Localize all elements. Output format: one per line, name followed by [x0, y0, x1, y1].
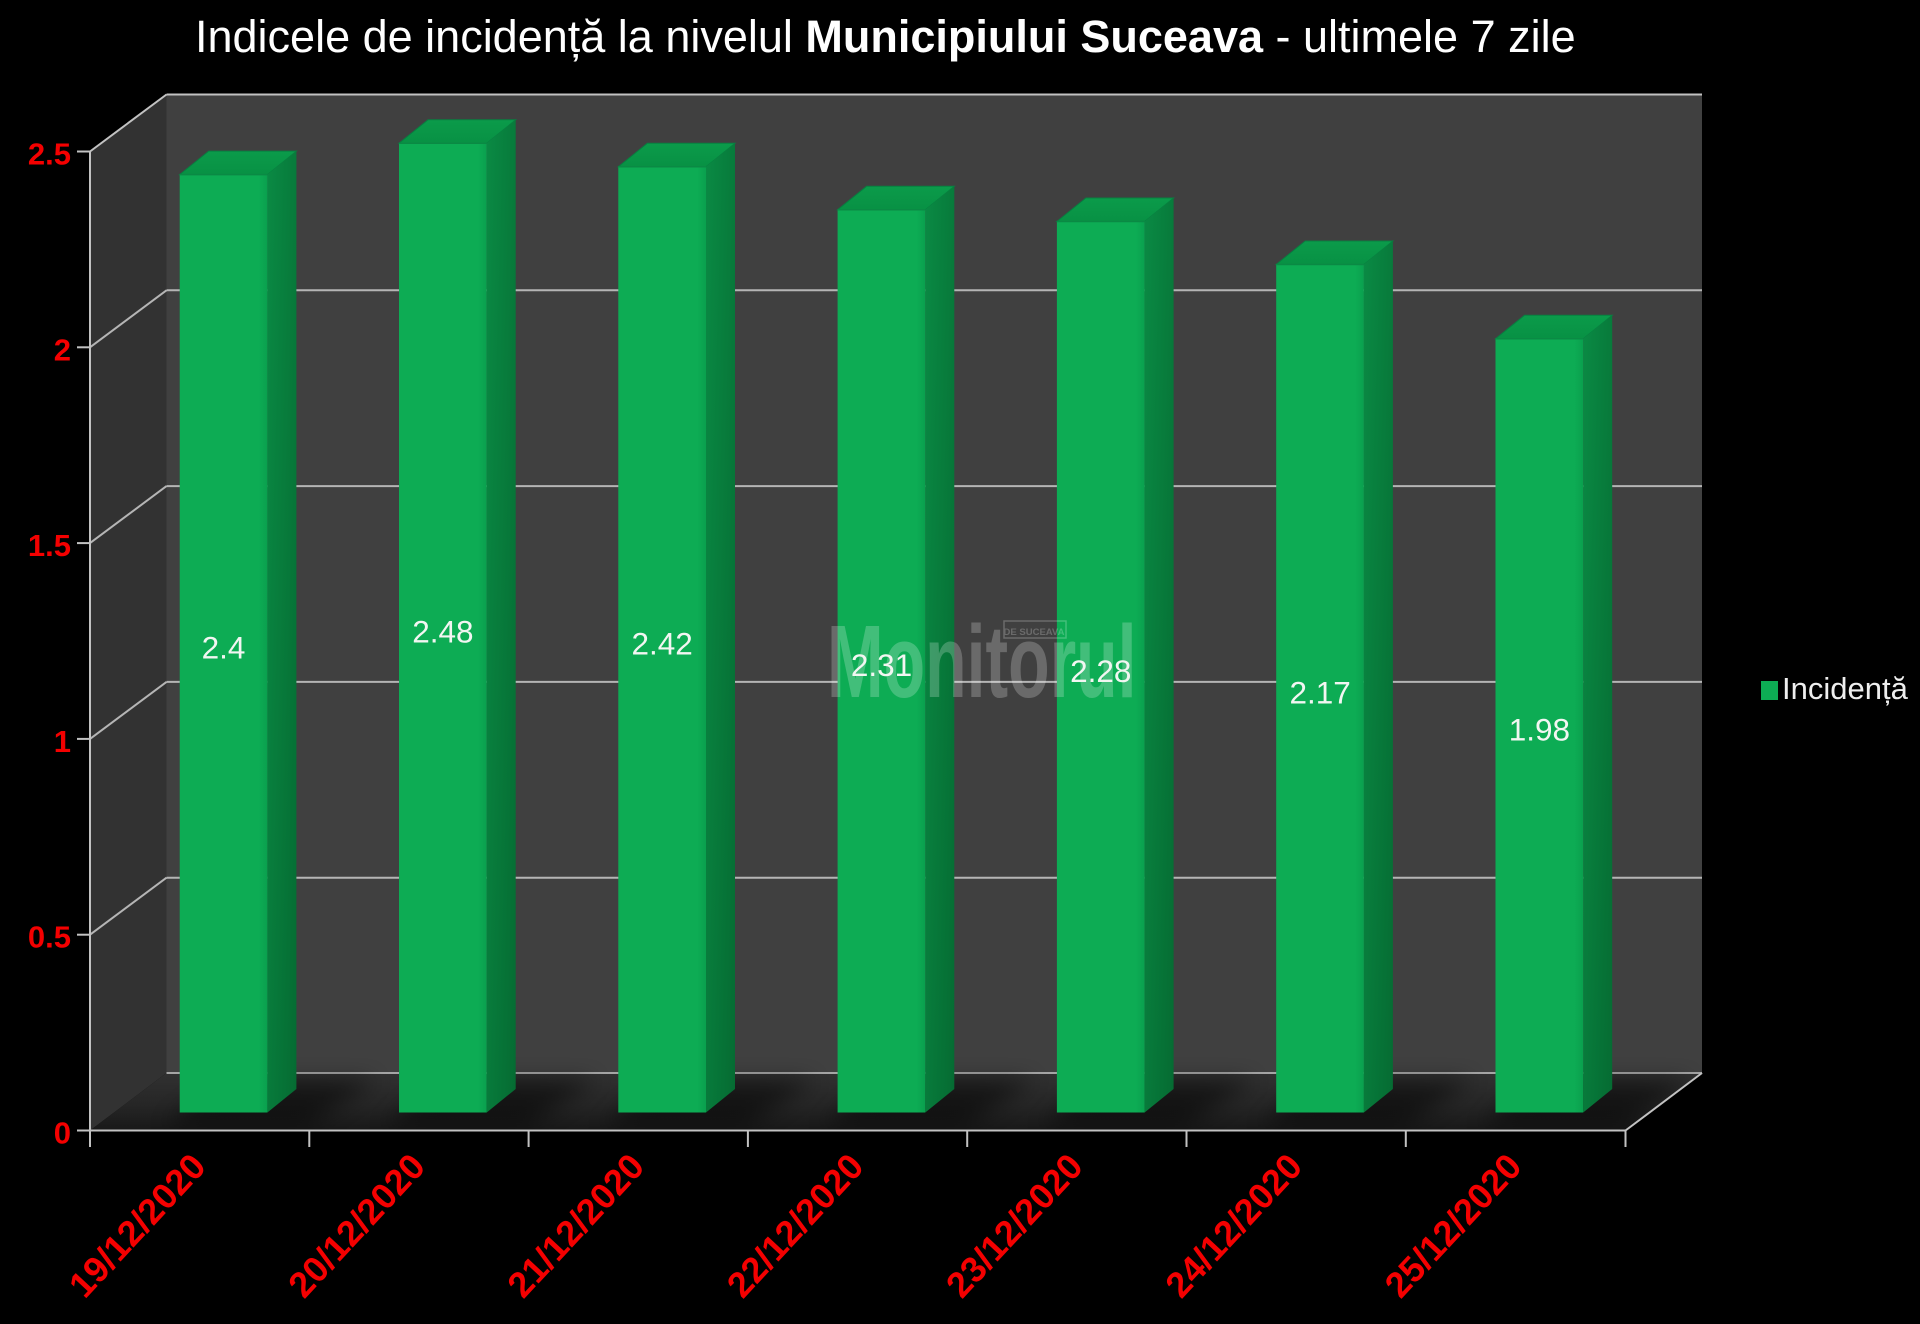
- svg-text:Monitorul: Monitorul: [827, 605, 1137, 719]
- svg-text:2.28: 2.28: [1070, 653, 1131, 689]
- svg-text:Indicele de incidență la nivel: Indicele de incidență la nivelul Municip…: [195, 11, 1576, 62]
- svg-text:2.5: 2.5: [28, 137, 71, 172]
- svg-text:1: 1: [54, 724, 71, 759]
- svg-text:1.5: 1.5: [28, 528, 71, 563]
- svg-text:2.17: 2.17: [1289, 674, 1350, 710]
- svg-text:DE SUCEAVA: DE SUCEAVA: [1004, 627, 1065, 638]
- svg-text:0.5: 0.5: [28, 920, 71, 955]
- svg-text:1.98: 1.98: [1509, 712, 1570, 748]
- svg-text:0: 0: [54, 1116, 71, 1151]
- svg-text:2: 2: [54, 332, 71, 367]
- svg-text:2.4: 2.4: [202, 629, 246, 665]
- svg-text:2.42: 2.42: [631, 625, 692, 661]
- svg-text:Incidență: Incidență: [1782, 671, 1909, 706]
- svg-text:2.48: 2.48: [412, 614, 473, 650]
- svg-text:2.31: 2.31: [851, 647, 912, 683]
